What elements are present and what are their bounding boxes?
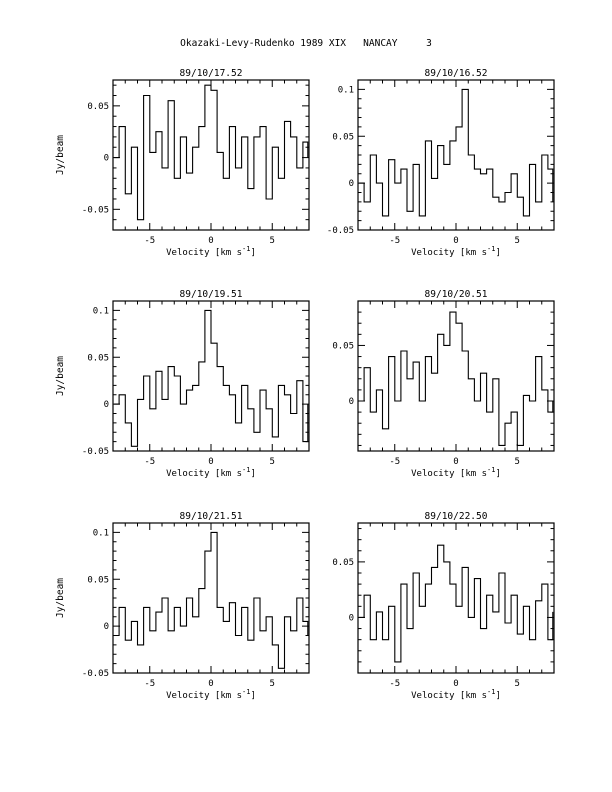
spectrum-line [114, 84, 309, 221]
y-tick-label: 0 [349, 179, 354, 189]
x-axis-label: Velocity [km s-1] [166, 688, 256, 701]
y-tick-label: -0.05 [82, 205, 109, 215]
y-axis-label: Jy/beam [55, 356, 66, 396]
y-tick-label: -0.05 [327, 226, 354, 236]
x-tick-label: -5 [144, 679, 155, 689]
y-axis-label: Jy/beam [55, 578, 66, 618]
y-tick-label: 0.05 [332, 132, 354, 142]
x-tick-label: -5 [144, 236, 155, 246]
y-tick-label: 0 [104, 400, 109, 410]
spectrum-line [359, 311, 554, 446]
y-tick-label: -0.05 [82, 669, 109, 679]
x-tick-label: 0 [453, 679, 458, 689]
panel-title: 89/10/19.51 [180, 289, 243, 300]
x-axis-label: Velocity [km s-1] [411, 466, 501, 479]
x-tick-label: 0 [208, 679, 213, 689]
x-tick-label: 5 [515, 679, 520, 689]
y-tick-label: 0 [349, 397, 354, 407]
x-tick-label: -5 [144, 457, 155, 467]
panel-title: 89/10/21.51 [180, 511, 243, 522]
page-title: Okazaki-Levy-Rudenko 1989 XIX NANCAY 3 [180, 38, 432, 49]
panel-title: 89/10/22.50 [425, 511, 488, 522]
x-tick-label: 0 [208, 236, 213, 246]
spectrum-line [114, 531, 309, 669]
panel-frame [357, 79, 555, 231]
x-tick-label: 5 [270, 236, 275, 246]
x-tick-label: 5 [515, 457, 520, 467]
y-tick-label: 0.05 [87, 575, 109, 585]
y-tick-label: 0 [349, 613, 354, 623]
spectrum-line [359, 88, 554, 217]
x-tick-label: 5 [270, 679, 275, 689]
x-tick-label: -5 [389, 679, 400, 689]
x-axis-label: Velocity [km s-1] [166, 245, 256, 258]
x-axis-label: Velocity [km s-1] [166, 466, 256, 479]
y-tick-label: 0.1 [338, 85, 354, 95]
x-axis-label: Velocity [km s-1] [411, 688, 501, 701]
panel-frame [112, 79, 310, 231]
panel-title: 89/10/17.52 [180, 68, 243, 79]
panel-title: 89/10/16.52 [425, 68, 488, 79]
spectrum-line [114, 309, 309, 447]
x-tick-label: 0 [453, 457, 458, 467]
y-tick-label: 0.05 [332, 341, 354, 351]
x-tick-label: -5 [389, 236, 400, 246]
x-axis-label: Velocity [km s-1] [411, 245, 501, 258]
y-tick-label: 0.05 [87, 353, 109, 363]
x-tick-label: -5 [389, 457, 400, 467]
x-tick-label: 0 [453, 236, 458, 246]
panel-title: 89/10/20.51 [425, 289, 488, 300]
y-tick-label: 0.1 [93, 306, 109, 316]
y-tick-label: 0.1 [93, 528, 109, 538]
y-tick-label: 0.05 [332, 558, 354, 568]
x-tick-label: 5 [515, 236, 520, 246]
x-tick-label: 0 [208, 457, 213, 467]
y-tick-label: 0 [104, 154, 109, 164]
y-tick-label: -0.05 [82, 447, 109, 457]
spectrum-line [359, 544, 554, 663]
y-tick-label: 0 [104, 622, 109, 632]
x-tick-label: 5 [270, 457, 275, 467]
y-axis-label: Jy/beam [55, 135, 66, 175]
y-tick-label: 0.05 [87, 102, 109, 112]
